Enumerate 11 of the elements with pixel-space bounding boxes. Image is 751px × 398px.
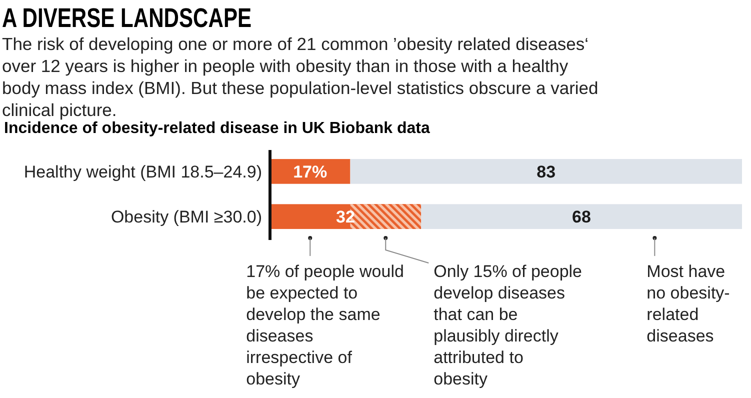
chart-subtitle: The risk of developing one or more of 21 common ’obesity related diseases‘ over 12 years is higher in people with obesity than in those with a healthy body mass index (BMI). But these population-level statistics obscure a varied clinical picture. — [2, 34, 598, 120]
data-label: 17% — [293, 162, 328, 182]
annotation: Most have no obesity-related diseases — [646, 262, 730, 346]
y-tick-label: Obesity (BMI ≥30.0) — [110, 208, 262, 227]
annotation: 17% of people would be expected to develop the same diseases irrespective of obesity — [246, 262, 404, 388]
chart-title: A DIVERSE LANDSCAPE — [2, 4, 252, 34]
data-label: 68 — [572, 208, 591, 227]
data-label: 83 — [536, 162, 556, 182]
annotation: Only 15% of people develop diseases that can be plausibly directly attributed to obesity — [434, 262, 582, 388]
x-axis-title: Incidence of obesity-related disease in UK Biobank data — [4, 120, 430, 137]
y-tick-label: Healthy weight (BMI 18.5–24.9) — [24, 162, 262, 182]
